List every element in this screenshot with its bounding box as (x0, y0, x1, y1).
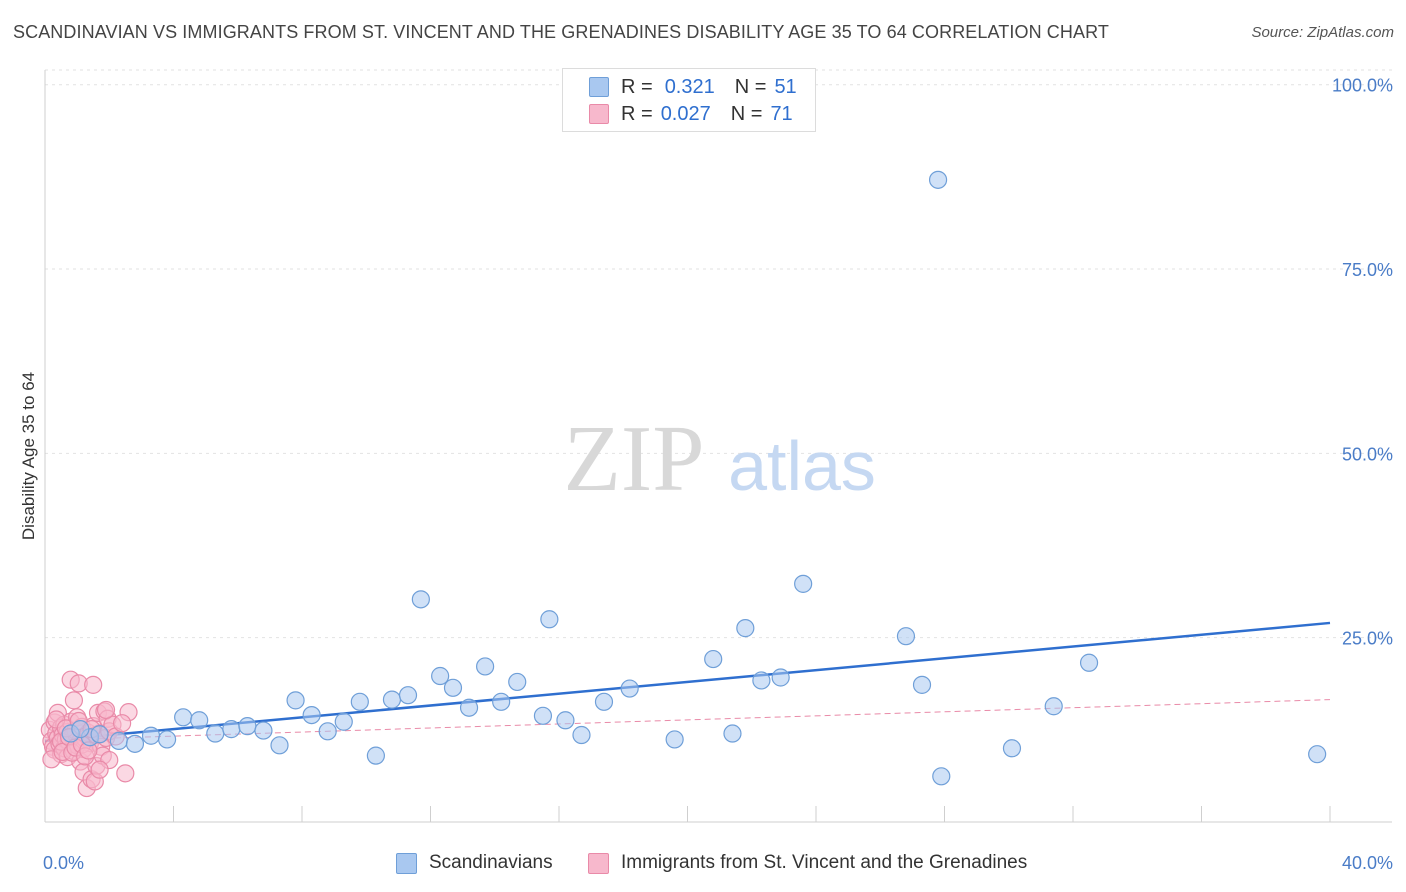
legend-n-label: N = (730, 102, 763, 125)
point-scandinavians (540, 610, 559, 629)
point-scandinavians (928, 170, 948, 189)
source-label: Source: ZipAtlas.com (1251, 24, 1394, 41)
point-scandinavians (1002, 739, 1022, 758)
point-scandinavians (157, 730, 177, 749)
point-scandinavians (1308, 745, 1327, 764)
y-tick-label: 25.0% (1342, 629, 1393, 649)
point-scandinavians (594, 692, 614, 711)
point-scandinavians (141, 726, 161, 745)
point-scandinavians (302, 705, 321, 725)
point-scandinavians (382, 690, 402, 709)
point-scandinavians (533, 706, 553, 725)
legend-row-immigrants: R = 0.027 N = 71 (589, 102, 793, 126)
watermark-zip: ZIP (564, 407, 705, 511)
point-scandinavians (912, 675, 932, 694)
point-scandinavians (350, 692, 369, 711)
point-immigrants (84, 675, 103, 694)
legend-r-value: 0.027 (660, 102, 711, 125)
legend-label-scandinavians: Scandinavians (429, 852, 553, 873)
point-scandinavians (459, 698, 479, 717)
point-scandinavians (90, 725, 109, 744)
point-scandinavians (620, 679, 639, 698)
chart-title: SCANDINAVIAN VS IMMIGRANTS FROM ST. VINC… (13, 22, 1109, 42)
point-scandinavians (704, 649, 723, 669)
grid-lines (45, 69, 1392, 639)
point-immigrants (112, 714, 132, 733)
point-scandinavians (556, 711, 575, 730)
tick-labels: 25.0% 50.0% 75.0% 100.0% 0.0% 40.0% (43, 76, 1393, 873)
x-tick-label: 40.0% (1342, 853, 1393, 873)
point-scandinavians (476, 657, 495, 676)
point-scandinavians (109, 731, 128, 751)
series-legend: Scandinavians Immigrants from St. Vincen… (0, 852, 1406, 878)
point-scandinavians (752, 671, 771, 690)
point-scandinavians (254, 721, 273, 740)
legend-swatch-pink (588, 852, 609, 874)
point-scandinavians (206, 724, 225, 743)
point-scandinavians (431, 666, 450, 686)
point-scandinavians (443, 678, 463, 697)
point-scandinavians (794, 574, 813, 593)
point-scandinavians (771, 668, 790, 687)
point-immigrants (64, 691, 84, 710)
legend-r-label: R = (621, 75, 653, 98)
point-immigrants (90, 760, 109, 779)
legend-r-value: 0.321 (664, 75, 715, 98)
point-scandinavians (665, 730, 684, 749)
point-scandinavians (174, 708, 193, 727)
legend-n-label: N = (734, 75, 767, 98)
point-scandinavians (238, 717, 257, 736)
point-scandinavians (896, 627, 916, 646)
point-scandinavians (286, 691, 305, 710)
point-scandinavians (572, 725, 591, 745)
trend-line-scandinavians (44, 621, 1331, 743)
point-scandinavians (334, 712, 353, 731)
data-points (40, 170, 1327, 798)
legend-n-value: 51 (774, 75, 797, 98)
point-scandinavians (398, 686, 418, 705)
point-scandinavians (411, 590, 430, 609)
watermark-atlas: atlas (728, 427, 876, 505)
point-scandinavians (125, 734, 145, 753)
x-tick-label: 0.0% (43, 853, 84, 873)
point-scandinavians (222, 720, 241, 739)
legend-n-value: 71 (770, 102, 793, 125)
point-immigrants (116, 764, 135, 783)
point-scandinavians (932, 767, 951, 786)
correlation-legend: R = 0.321 N = 51 R = 0.027 N = 71 (562, 68, 816, 132)
point-scandinavians (190, 711, 209, 730)
point-scandinavians (71, 720, 90, 739)
point-scandinavians (508, 672, 527, 692)
point-scandinavians (1044, 697, 1063, 716)
legend-swatch-blue (396, 852, 417, 874)
axes (44, 70, 1392, 823)
legend-item-immigrants: Immigrants from St. Vincent and the Gren… (588, 852, 1027, 874)
watermark: ZIP atlas (564, 407, 876, 511)
legend-label-immigrants: Immigrants from St. Vincent and the Gren… (621, 852, 1028, 873)
y-tick-label: 100.0% (1332, 76, 1393, 96)
legend-swatch-blue (589, 77, 609, 97)
point-scandinavians (723, 724, 742, 743)
y-tick-label: 75.0% (1342, 260, 1393, 280)
y-axis-title: Disability Age 35 to 64 (19, 372, 38, 540)
point-scandinavians (318, 722, 337, 741)
point-scandinavians (270, 736, 289, 755)
legend-swatch-pink (589, 104, 609, 124)
point-scandinavians (366, 746, 385, 765)
legend-row-scandinavians: R = 0.321 N = 51 (589, 75, 797, 99)
y-tick-label: 50.0% (1342, 444, 1393, 464)
point-scandinavians (492, 692, 511, 711)
legend-r-label: R = (621, 102, 653, 125)
point-immigrants (96, 700, 116, 720)
legend-item-scandinavians: Scandinavians (396, 852, 553, 874)
point-scandinavians (1079, 653, 1099, 672)
point-scandinavians (736, 619, 755, 638)
